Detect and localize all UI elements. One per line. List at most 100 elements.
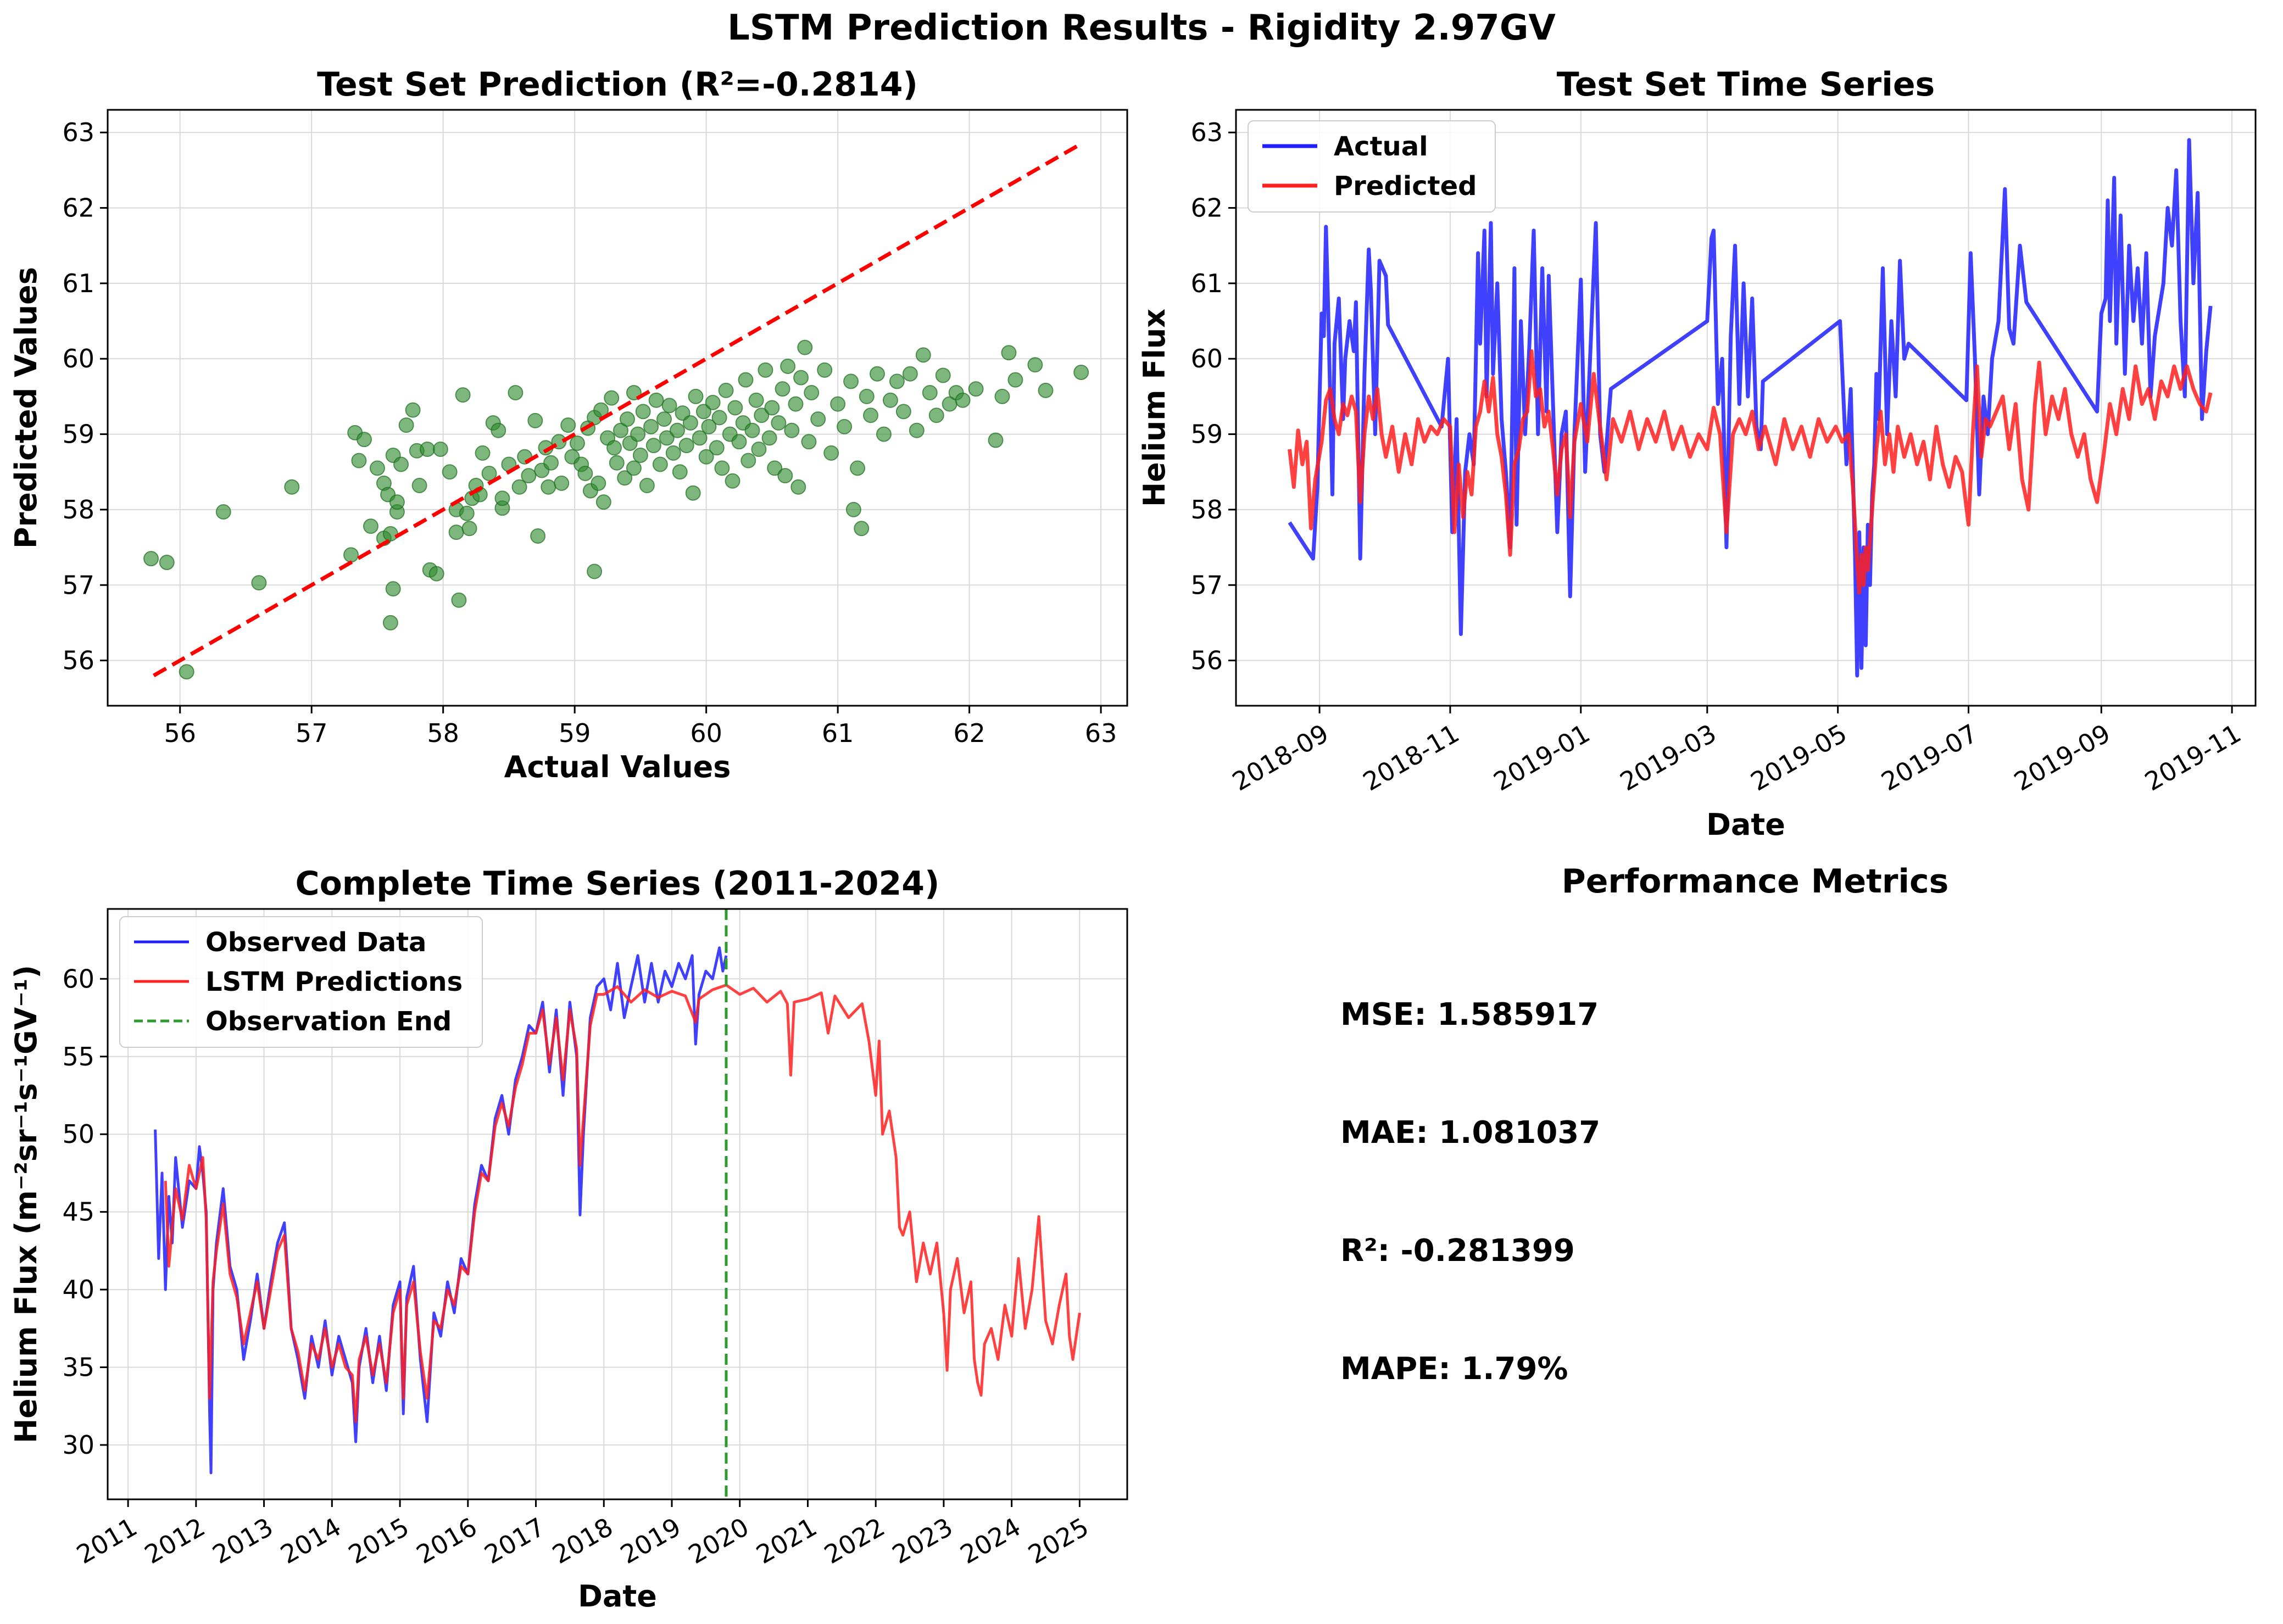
panel-3: 2011201220132014201520162017201820192020…	[9, 864, 1128, 1614]
y-tick-label: 59	[1190, 420, 1223, 449]
scatter-point	[817, 362, 833, 378]
legend-label: Observation End	[205, 1006, 452, 1037]
scatter-point	[665, 445, 681, 461]
scatter-point	[695, 404, 711, 420]
scatter-point	[758, 362, 773, 378]
x-axis-label: Actual Values	[504, 750, 731, 784]
x-tick-label: 2017	[480, 1512, 550, 1570]
x-tick-label: 2016	[411, 1512, 482, 1570]
y-tick-label: 59	[62, 420, 94, 449]
x-tick-label: 2022	[819, 1512, 889, 1570]
figure-title: LSTM Prediction Results - Rigidity 2.97G…	[727, 8, 1556, 48]
scatter-point	[777, 468, 793, 484]
y-axis-label: Helium Flux (m⁻²sr⁻¹s⁻¹GV⁻¹)	[9, 965, 43, 1443]
scatter-point	[143, 551, 159, 567]
scatter-point	[639, 477, 655, 493]
scatter-point	[635, 404, 651, 420]
scatter-point	[612, 422, 628, 438]
scatter-point	[863, 408, 879, 423]
x-tick-label: 60	[690, 718, 722, 748]
y-tick-label: 61	[1190, 269, 1223, 298]
axes-frame	[107, 109, 1128, 707]
x-tick-label: 2025	[1023, 1512, 1093, 1570]
scatter-point	[632, 448, 648, 464]
scatter-point	[591, 475, 606, 491]
y-tick-label: 50	[62, 1119, 94, 1149]
legend-box	[119, 916, 483, 1048]
scatter-point	[382, 526, 398, 542]
y-tick-label: 35	[62, 1353, 94, 1382]
scatter-point	[606, 440, 622, 456]
scatter-point	[1027, 357, 1043, 373]
x-tick-label: 2021	[751, 1512, 822, 1570]
chart-title: Test Set Time Series	[1557, 65, 1935, 104]
metric-mae: MAE: 1.081037	[1340, 1115, 1601, 1151]
y-tick-label: 63	[62, 118, 94, 147]
y-tick-label: 62	[62, 193, 94, 223]
legend-box	[1248, 120, 1496, 213]
y-tick-label: 56	[1190, 646, 1223, 676]
x-tick-label: 2024	[955, 1512, 1026, 1570]
x-axis-label: Date	[1706, 807, 1785, 842]
scatter-point	[830, 396, 846, 412]
scatter-point	[475, 445, 491, 461]
y-tick-label: 55	[62, 1042, 94, 1071]
x-tick-label: 61	[822, 718, 854, 748]
scatter-point	[442, 464, 458, 480]
plot-area	[1288, 138, 2213, 678]
scatter-point	[685, 485, 701, 501]
legend-label: LSTM Predictions	[205, 967, 463, 997]
x-tick-label: 57	[296, 718, 328, 748]
legend-label: Predicted	[1334, 171, 1477, 202]
scatter-point	[604, 390, 620, 406]
y-tick-label: 60	[62, 344, 94, 373]
x-tick-label: 59	[559, 718, 591, 748]
scatter-point	[1007, 372, 1023, 388]
metrics-title: Performance Metrics	[1561, 862, 1949, 901]
scatter-point	[935, 367, 951, 383]
x-tick-label: 2019-03	[1615, 718, 1721, 797]
scatter-point	[889, 373, 905, 389]
scatter-point	[725, 473, 740, 489]
x-tick-label: 2019-11	[2140, 718, 2246, 797]
scatter-point	[652, 456, 668, 472]
scatter-point	[645, 438, 661, 454]
y-tick-label: 40	[62, 1275, 94, 1304]
scatter-point	[705, 394, 721, 410]
scatter-point	[494, 490, 510, 506]
scatter-point	[669, 422, 685, 438]
scatter-point	[393, 456, 409, 472]
scatter-point	[251, 575, 267, 591]
scatter-point	[385, 581, 401, 597]
scatter-point	[854, 521, 870, 537]
scatter-point	[731, 434, 747, 450]
x-tick-label: 2011	[71, 1512, 142, 1570]
scatter-point	[659, 430, 675, 446]
plot-area	[143, 142, 1089, 680]
series-line-predicted	[1288, 349, 2213, 595]
y-tick-label: 56	[62, 646, 94, 676]
y-tick-label: 63	[1190, 118, 1223, 147]
scatter-point	[744, 422, 760, 438]
scatter-point	[738, 372, 754, 388]
scatter-point	[771, 415, 787, 431]
scatter-point	[748, 392, 764, 408]
y-axis-label: Helium Flux	[1137, 309, 1172, 507]
scatter-point	[784, 422, 800, 438]
x-tick-label: 2023	[887, 1512, 957, 1570]
scatter-point	[405, 402, 421, 418]
scatter-point	[587, 563, 603, 579]
scatter-point	[915, 347, 931, 363]
scatter-point	[521, 468, 537, 484]
scatter-point	[678, 438, 694, 454]
scatter-point	[215, 504, 231, 520]
y-tick-label: 58	[62, 495, 94, 524]
scatter-point	[527, 412, 543, 428]
scatter-point	[1073, 364, 1089, 380]
scatter-point	[543, 455, 559, 471]
y-tick-label: 61	[62, 269, 94, 298]
scatter-point	[382, 615, 398, 630]
scatter-point	[859, 388, 875, 404]
x-tick-label: 2018	[547, 1512, 617, 1570]
scatter-point	[988, 432, 1004, 448]
